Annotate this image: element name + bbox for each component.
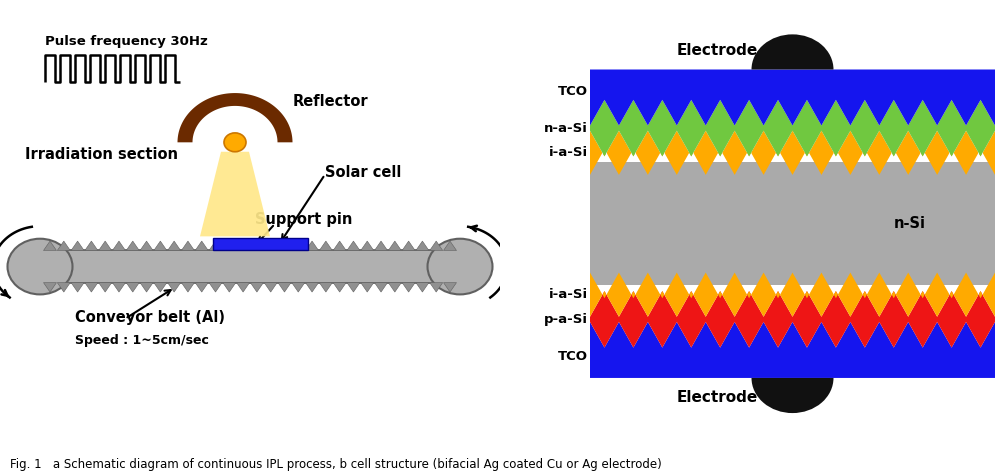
Polygon shape [99,283,112,292]
Wedge shape [752,378,834,413]
Polygon shape [361,241,374,250]
Text: Support pin: Support pin [255,212,352,227]
Polygon shape [306,283,319,292]
Polygon shape [264,283,277,292]
Polygon shape [430,283,443,292]
Polygon shape [44,283,56,292]
Polygon shape [140,241,153,250]
Polygon shape [264,241,277,250]
Polygon shape [319,241,332,250]
Polygon shape [140,283,153,292]
Polygon shape [402,283,415,292]
Polygon shape [57,241,70,250]
Polygon shape [250,283,263,292]
Text: Solar cell: Solar cell [325,165,401,179]
Polygon shape [292,283,305,292]
Polygon shape [319,283,332,292]
Wedge shape [752,34,834,69]
Polygon shape [388,241,401,250]
Circle shape [8,239,72,294]
Polygon shape [223,241,236,250]
Polygon shape [237,283,250,292]
Polygon shape [237,241,250,250]
Text: Reflector: Reflector [292,94,368,109]
Polygon shape [590,100,995,157]
Bar [212,238,308,250]
Text: Speed : 1~5cm/sec: Speed : 1~5cm/sec [75,334,209,347]
Polygon shape [416,241,429,250]
Polygon shape [126,283,139,292]
Polygon shape [278,283,291,292]
Text: n-Si: n-Si [894,216,926,231]
Polygon shape [590,273,995,317]
Polygon shape [71,283,84,292]
Polygon shape [388,283,401,292]
Text: Electrode: Electrode [677,390,758,405]
Polygon shape [306,241,319,250]
Polygon shape [99,241,112,250]
Text: Pulse frequency 30Hz: Pulse frequency 30Hz [45,35,208,48]
Polygon shape [347,241,360,250]
Text: p-a-Si: p-a-Si [544,313,588,326]
Polygon shape [590,69,995,126]
Polygon shape [292,241,305,250]
Polygon shape [57,283,70,292]
Polygon shape [361,283,374,292]
Polygon shape [195,283,208,292]
Polygon shape [200,152,270,237]
Text: Irradiation section: Irradiation section [25,148,178,162]
Polygon shape [44,241,56,250]
Polygon shape [443,241,457,250]
Polygon shape [443,283,457,292]
Polygon shape [154,283,167,292]
Polygon shape [112,283,125,292]
Polygon shape [178,93,292,142]
Polygon shape [590,322,995,378]
Polygon shape [154,241,167,250]
Polygon shape [195,241,208,250]
Bar [40,250,460,283]
Circle shape [224,133,246,152]
Polygon shape [181,283,194,292]
Text: Electrode: Electrode [677,43,758,58]
Circle shape [427,239,492,294]
Polygon shape [375,241,388,250]
Polygon shape [126,241,139,250]
Bar [590,162,995,286]
Polygon shape [375,283,388,292]
Polygon shape [250,241,263,250]
Text: i-a-Si: i-a-Si [548,288,588,301]
Polygon shape [347,283,360,292]
Polygon shape [209,283,222,292]
Text: i-a-Si: i-a-Si [548,146,588,159]
Text: n-a-Si: n-a-Si [544,121,588,135]
Polygon shape [85,241,98,250]
Polygon shape [71,241,84,250]
Polygon shape [85,283,98,292]
Polygon shape [278,241,291,250]
Polygon shape [223,283,236,292]
Polygon shape [181,241,194,250]
Polygon shape [590,291,995,347]
Polygon shape [168,283,181,292]
Polygon shape [209,241,222,250]
Polygon shape [416,283,429,292]
Text: TCO: TCO [558,350,588,363]
Text: TCO: TCO [558,85,588,98]
Polygon shape [168,241,181,250]
Polygon shape [333,241,346,250]
Text: Fig. 1   a Schematic diagram of continuous IPL process, b cell structure (bifaci: Fig. 1 a Schematic diagram of continuous… [10,458,662,471]
Text: Conveyor belt (Al): Conveyor belt (Al) [75,310,225,325]
Polygon shape [590,131,995,175]
Polygon shape [333,283,346,292]
Polygon shape [402,241,415,250]
Polygon shape [430,241,443,250]
Polygon shape [112,241,125,250]
